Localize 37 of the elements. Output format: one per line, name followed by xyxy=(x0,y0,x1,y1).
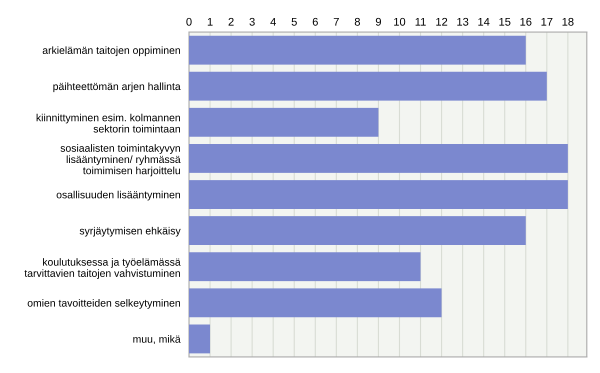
bar xyxy=(189,252,421,282)
x-tick-label: 13 xyxy=(457,18,468,26)
y-tick-label: päihteettömän arjen hallinta xyxy=(53,82,181,92)
y-tick-label: muu, mikä xyxy=(133,335,181,344)
x-tick-label: 1 xyxy=(208,18,213,26)
x-tick-label: 11 xyxy=(416,18,426,26)
x-tick-label: 15 xyxy=(499,18,510,26)
bar xyxy=(189,144,568,173)
x-tick-label: 4 xyxy=(270,18,276,26)
y-tick-label: arkielämän taitojen oppiminen xyxy=(42,46,180,56)
x-tick-label: 8 xyxy=(354,18,360,26)
y-tick-label: syrjäytymisen ehkäisy xyxy=(80,226,181,237)
y-tick-label: omien tavoitteiden selkeytyminen xyxy=(28,299,180,309)
bar xyxy=(189,180,568,209)
bar xyxy=(189,216,526,246)
bar xyxy=(189,108,378,137)
y-tick-label: kiinnittyminen esim. kolmannen sektorin toimintaan xyxy=(36,114,180,133)
y-tick-label: koulutuksessa ja työelämässä tarvittavien taitojen vahvistuminen xyxy=(24,258,181,280)
x-tick-label: 9 xyxy=(376,18,381,26)
x-tick-label: 12 xyxy=(436,18,448,26)
bar xyxy=(189,72,547,101)
x-tick-label: 10 xyxy=(394,18,406,26)
y-tick-label: osallisuuden lisääntyminen xyxy=(56,190,180,200)
y-tick-label: sosiaalisten toimintakyvyn lisääntyminen/ ryhmässä toimimisen harjoittelu xyxy=(60,144,181,176)
x-tick-label: 3 xyxy=(249,18,255,26)
x-tick-label: 18 xyxy=(562,18,574,26)
x-tick-label: 7 xyxy=(334,18,339,26)
x-tick-label: 5 xyxy=(292,18,297,26)
x-tick-label: 0 xyxy=(186,18,192,26)
x-tick-label: 14 xyxy=(478,18,490,26)
bar xyxy=(189,36,526,65)
x-tick-label: 17 xyxy=(541,18,552,26)
x-tick-label: 2 xyxy=(228,18,234,26)
bar xyxy=(189,324,210,354)
bar xyxy=(189,288,442,318)
x-tick-label: 6 xyxy=(312,18,318,26)
x-tick-label: 16 xyxy=(520,18,532,26)
